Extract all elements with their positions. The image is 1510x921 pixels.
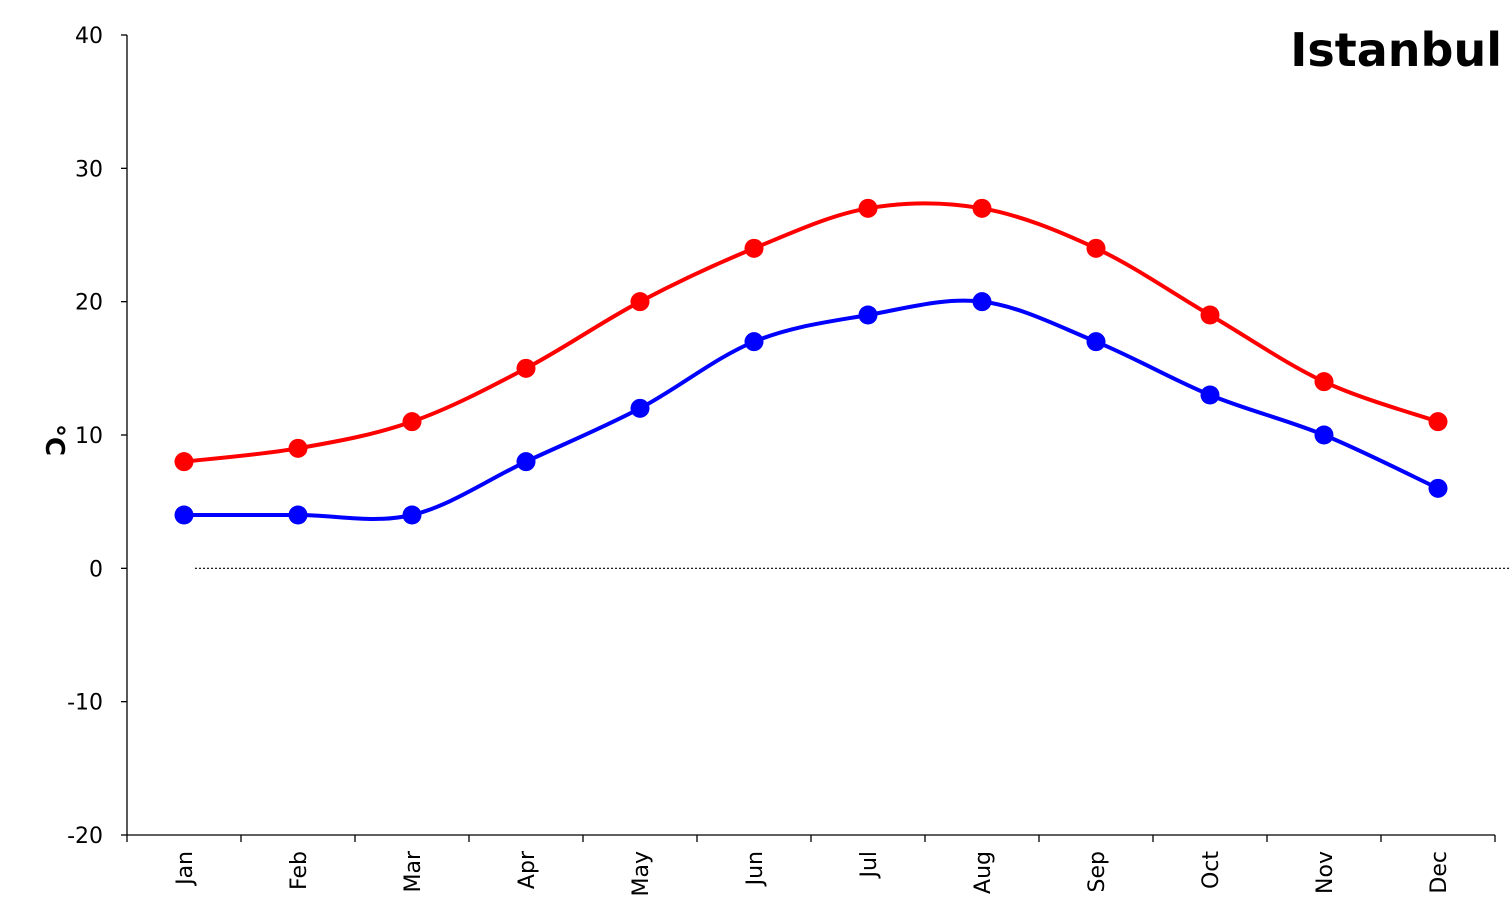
data-point <box>972 292 992 312</box>
data-point <box>1428 412 1448 432</box>
data-point <box>288 438 308 458</box>
data-point <box>516 452 536 472</box>
x-tick-label: Feb <box>287 851 312 890</box>
data-point <box>174 452 194 472</box>
data-point <box>1314 425 1334 445</box>
series-layer <box>174 198 1448 525</box>
x-ticks: Jan Feb Mar Apr May Jun Jul Aug Sep Oct Nov Dec <box>126 835 1496 896</box>
x-tick-label: Dec <box>1427 851 1452 894</box>
y-tick-label: -10 <box>67 691 103 716</box>
y-axis-label: °C <box>39 424 69 456</box>
data-point <box>402 505 422 525</box>
data-point <box>1200 305 1220 325</box>
x-tick-label: Apr <box>515 850 540 889</box>
y-tick-label: 30 <box>75 157 103 182</box>
data-point <box>972 198 992 218</box>
series-0 <box>174 198 1448 472</box>
data-point <box>630 398 650 418</box>
x-tick-label: Jun <box>743 851 768 887</box>
series-line <box>182 298 1440 521</box>
data-point <box>288 505 308 525</box>
data-point <box>516 358 536 378</box>
x-tick-label: Jul <box>857 851 882 880</box>
data-point <box>1200 385 1220 405</box>
x-tick-label: Mar <box>401 850 426 892</box>
data-point <box>858 305 878 325</box>
y-ticks: -20 -10 0 10 20 30 40 <box>67 24 127 849</box>
chart-title: Istanbul <box>1290 23 1502 77</box>
data-point <box>174 505 194 525</box>
x-tick-label: Oct <box>1199 851 1224 889</box>
x-tick-label: Jan <box>173 851 198 887</box>
y-tick-label: -20 <box>67 824 103 849</box>
data-point <box>744 238 764 258</box>
series-line <box>182 201 1440 464</box>
data-point <box>1086 332 1106 352</box>
x-tick-label: Aug <box>971 851 996 894</box>
axes <box>126 35 1510 836</box>
data-point <box>630 292 650 312</box>
y-tick-label: 10 <box>75 424 103 449</box>
y-tick-label: 20 <box>75 291 103 316</box>
data-point <box>1314 372 1334 392</box>
x-tick-label: Sep <box>1085 851 1110 892</box>
data-point <box>744 332 764 352</box>
data-point <box>1428 478 1448 498</box>
y-tick-label: 0 <box>89 557 103 582</box>
data-point <box>858 198 878 218</box>
data-point <box>1086 238 1106 258</box>
data-point <box>402 412 422 432</box>
x-tick-label: Nov <box>1313 851 1338 894</box>
x-tick-label: May <box>629 851 654 896</box>
y-tick-label: 40 <box>75 24 103 49</box>
series-1 <box>174 292 1448 525</box>
